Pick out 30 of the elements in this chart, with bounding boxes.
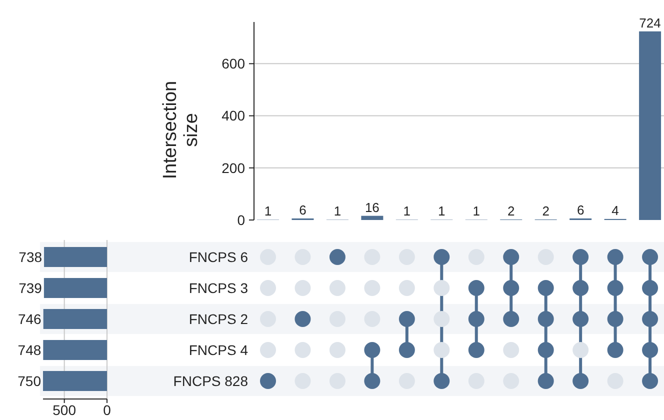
data-label: 1: [472, 204, 480, 219]
data-label: 1: [334, 204, 342, 219]
y-axis-title: Intersection size: [160, 80, 202, 180]
y-tick-label: FNCPS 6: [188, 248, 248, 265]
data-label: 2: [542, 203, 550, 218]
data-label: 6: [576, 202, 584, 218]
data-label: 750: [18, 372, 42, 389]
data-label: 739: [18, 280, 42, 296]
data-label: 6: [299, 202, 306, 218]
data-label: 4: [612, 202, 619, 218]
bar: [361, 216, 384, 220]
y-tick-label: 400: [222, 108, 246, 124]
data-label: 1: [403, 204, 411, 219]
y-tick-label: FNCPS 4: [188, 342, 248, 358]
y-tick-label: FNCPS 828: [173, 372, 248, 389]
data-label: 748: [18, 342, 42, 358]
y-tick-label: 600: [222, 56, 246, 72]
data-label: 16: [364, 200, 380, 215]
data-label: 1: [438, 204, 446, 219]
x-tick-label: 500: [52, 402, 76, 418]
y-tick-label: 200: [222, 160, 246, 176]
y-tick-label: FNCPS 3: [188, 280, 248, 296]
bar: [639, 31, 662, 220]
data-label: 746: [18, 310, 42, 327]
data-label: 2: [507, 203, 515, 218]
y-tick-label: FNCPS 2: [188, 310, 248, 327]
data-label: 1: [264, 204, 272, 219]
data-label: 738: [18, 248, 42, 265]
y-tick-label: 0: [237, 212, 246, 228]
data-label: 724: [639, 15, 661, 30]
